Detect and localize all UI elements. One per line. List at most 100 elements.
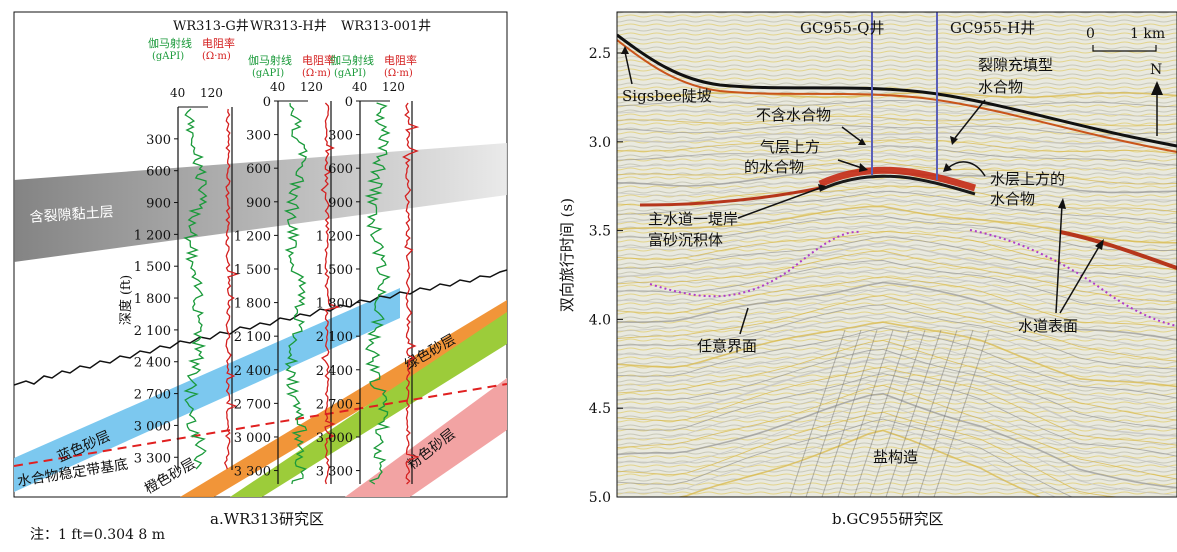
depth-tick-label: 2 400 bbox=[316, 364, 353, 379]
scale-tick: 40 bbox=[270, 80, 285, 94]
gc955-q-well-name: GC955-Q井 bbox=[800, 19, 884, 37]
depth-tick-label: 3 300 bbox=[234, 465, 271, 480]
pink-sand-band bbox=[345, 378, 507, 497]
fracture-label-2: 水合物 bbox=[978, 78, 1023, 96]
above-water-label-1: 水层上方的 bbox=[990, 170, 1065, 188]
depth-tick-label: 1 500 bbox=[316, 263, 353, 278]
resistivity-label: 电阻率 bbox=[384, 53, 417, 67]
depth-tick-label: 2 700 bbox=[134, 388, 171, 403]
depth-tick-label: 900 bbox=[246, 196, 271, 211]
gamma-ray-curve bbox=[283, 102, 308, 485]
resistivity-unit: (Ω·m) bbox=[384, 68, 413, 79]
depth-tick-label: 600 bbox=[328, 162, 353, 177]
depth-tick-label: 1 200 bbox=[316, 229, 353, 244]
twt-tick-label: 4.0 bbox=[589, 312, 611, 328]
green-sand-band bbox=[230, 312, 507, 497]
twt-tick-label: 3.0 bbox=[589, 135, 611, 151]
gamma-label: 伽马射线 bbox=[148, 36, 192, 50]
resistivity-curve bbox=[223, 108, 240, 470]
blue-sand-band bbox=[14, 288, 400, 492]
arbitrary-label: 任意界面 bbox=[697, 337, 757, 355]
depth-tick-label: 300 bbox=[328, 129, 353, 144]
depth-tick-label: 1 500 bbox=[134, 260, 171, 275]
twt-tick-label: 2.5 bbox=[589, 46, 611, 62]
scale-tick: 120 bbox=[200, 86, 223, 100]
depth-tick-label: 3 300 bbox=[134, 451, 171, 466]
resistivity-unit: (Ω·m) bbox=[302, 68, 331, 79]
resistivity-curve bbox=[320, 102, 342, 485]
twt-tick-label: 3.5 bbox=[589, 224, 611, 240]
unit-note: 注：1 ft=0.304 8 m bbox=[30, 527, 166, 543]
well-name: WR313-001井 bbox=[341, 19, 431, 34]
depth-tick-label: 2 700 bbox=[234, 397, 271, 412]
gamma-ray-curve bbox=[183, 108, 208, 470]
left-panel: 含裂隙黏土层 蓝色砂层 水合物稳定带基底 橙色砂层 绿色砂层 粉色砂层 WR31… bbox=[13, 11, 508, 498]
left-caption: a.WR313研究区 bbox=[210, 510, 325, 528]
twt-tick-label: 4.5 bbox=[589, 401, 611, 417]
depth-tick-label: 1 800 bbox=[234, 297, 271, 312]
channel-label-1: 主水道一堤岸 bbox=[648, 210, 738, 228]
depth-tick-label: 2 100 bbox=[234, 330, 271, 345]
well-name: WR313-G井 bbox=[173, 19, 249, 34]
right-caption: b.GC955研究区 bbox=[832, 510, 944, 528]
depth-tick-label: 0 bbox=[345, 95, 353, 110]
depth-tick-label: 3 000 bbox=[234, 431, 271, 446]
salt-label: 盐构造 bbox=[873, 448, 918, 466]
gamma-unit: (gAPI) bbox=[252, 68, 284, 79]
right-panel: 2.5 3.0 3.5 4.0 4.5 5.0 双向旅行时间 (s) GC955-Q井 G… bbox=[558, 11, 1177, 506]
above-water-label-2: 水合物 bbox=[990, 190, 1035, 208]
depth-tick-label: 600 bbox=[146, 165, 171, 180]
depth-tick-label: 3 300 bbox=[316, 465, 353, 480]
resistivity-label: 电阻率 bbox=[202, 36, 235, 50]
no-hydrate-label: 不含水合物 bbox=[756, 106, 831, 124]
depth-tick-label: 2 400 bbox=[234, 364, 271, 379]
seafloor-reflector bbox=[617, 33, 1177, 148]
arbitrary-surface bbox=[649, 230, 861, 298]
depth-tick-label: 900 bbox=[146, 197, 171, 212]
twt-axis: 2.5 3.0 3.5 4.0 4.5 5.0 bbox=[589, 46, 623, 506]
well-name: WR313-H井 bbox=[250, 19, 327, 34]
depth-axis-label: 深度 (ft) bbox=[118, 275, 134, 325]
depth-tick-label: 300 bbox=[146, 133, 171, 148]
hydrate-bright-zone bbox=[818, 166, 977, 192]
above-gas-label-1: 气层上方 bbox=[760, 138, 820, 156]
gamma-unit: (gAPI) bbox=[152, 51, 184, 62]
scale-tick: 40 bbox=[352, 80, 367, 94]
depth-tick-label: 600 bbox=[246, 162, 271, 177]
depth-tick-label: 300 bbox=[246, 129, 271, 144]
gamma-label: 伽马射线 bbox=[248, 53, 292, 67]
depth-tick-label: 2 400 bbox=[134, 356, 171, 371]
channel-label-2: 富砂沉积体 bbox=[648, 231, 723, 249]
north-arrow: N bbox=[1150, 62, 1163, 136]
depth-tick-label: 1 800 bbox=[134, 292, 171, 307]
depth-tick-label: 2 700 bbox=[316, 397, 353, 412]
north-label: N bbox=[1150, 62, 1162, 78]
depth-tick-label: 1 200 bbox=[134, 228, 171, 243]
above-gas-label-2: 的水合物 bbox=[744, 158, 804, 176]
resistivity-unit: (Ω·m) bbox=[202, 51, 231, 62]
twt-axis-label: 双向旅行时间 (s) bbox=[558, 198, 576, 312]
scale-bar: 0 1 km bbox=[1086, 26, 1165, 52]
right-frame bbox=[616, 11, 1177, 498]
depth-tick-label: 0 bbox=[263, 95, 271, 110]
fracture-label-1: 裂隙充填型 bbox=[978, 56, 1053, 74]
twt-tick-label: 5.0 bbox=[589, 490, 611, 506]
scale-tick: 120 bbox=[382, 80, 405, 94]
left-frame bbox=[13, 11, 508, 498]
jagged-horizon bbox=[14, 269, 507, 386]
depth-tick-label: 2 100 bbox=[134, 324, 171, 339]
gamma-unit: (gAPI) bbox=[334, 68, 366, 79]
depth-tick-label: 3 000 bbox=[316, 431, 353, 446]
scale-tick: 40 bbox=[170, 86, 185, 100]
scale-zero: 0 bbox=[1086, 26, 1095, 42]
depth-tick-label: 1 200 bbox=[234, 229, 271, 244]
depth-tick-label: 900 bbox=[328, 196, 353, 211]
scale-tick: 120 bbox=[300, 80, 323, 94]
hydrate-base-line bbox=[14, 383, 507, 467]
resistivity-curve bbox=[402, 102, 420, 485]
gamma-ray-curve bbox=[364, 102, 391, 485]
gamma-label: 伽马射线 bbox=[330, 53, 374, 67]
